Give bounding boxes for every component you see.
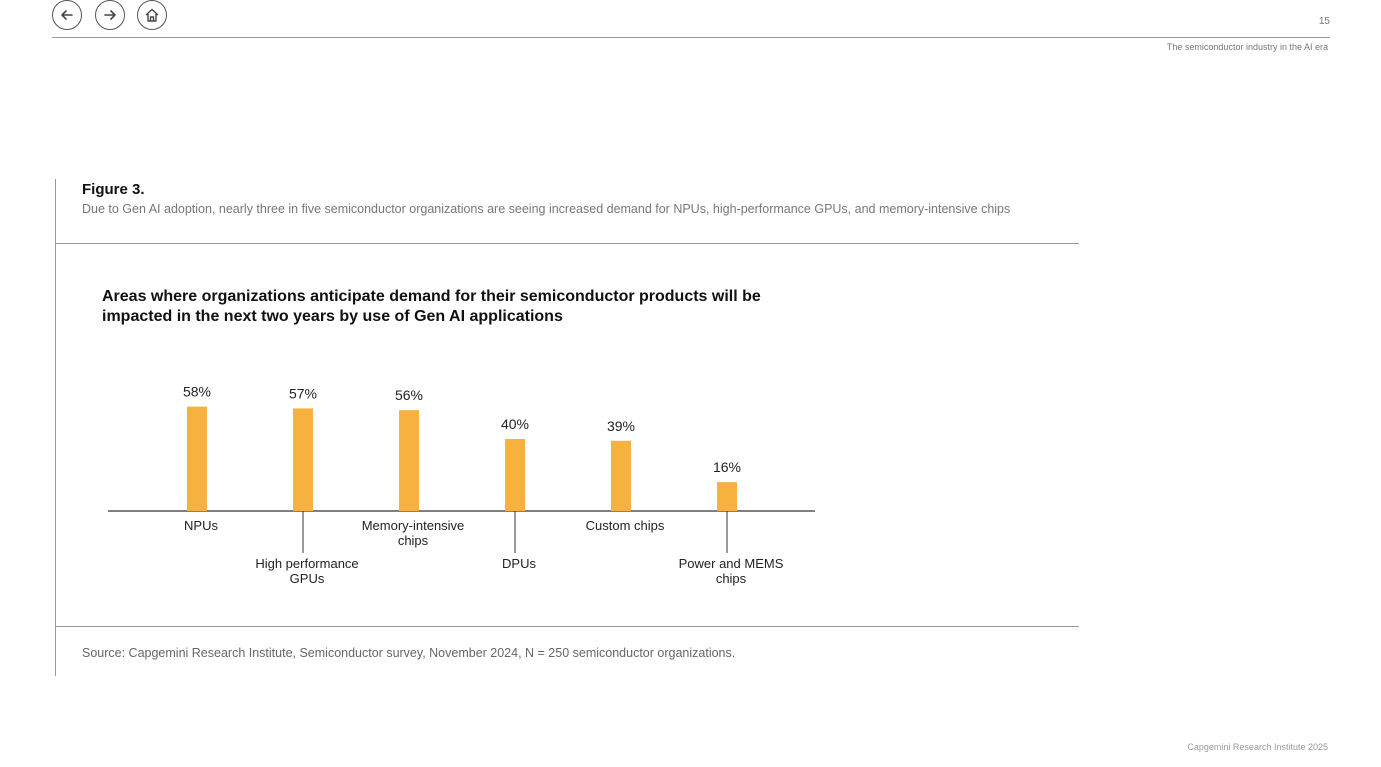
category-label: chips xyxy=(716,571,747,586)
home-button[interactable] xyxy=(137,0,167,30)
bar xyxy=(399,410,419,511)
figure-label: Figure 3. xyxy=(82,181,145,198)
home-icon xyxy=(145,8,159,22)
category-label: chips xyxy=(398,533,429,548)
category-label: High performance xyxy=(255,556,358,571)
chart-title: Areas where organizations anticipate dem… xyxy=(102,288,761,325)
data-label: 58% xyxy=(183,384,211,400)
header-title: The semiconductor industry in the AI era xyxy=(1166,42,1328,52)
category-label: DPUs xyxy=(502,556,536,571)
category-label: Memory-intensive xyxy=(362,518,465,533)
data-label: 57% xyxy=(289,385,317,401)
data-label: 40% xyxy=(501,416,529,432)
forward-button[interactable] xyxy=(95,0,125,30)
arrow-right-icon xyxy=(104,10,116,20)
data-label: 56% xyxy=(395,387,423,403)
back-button[interactable] xyxy=(52,0,82,30)
source-note: Source: Capgemini Research Institute, Se… xyxy=(82,646,736,660)
figure-caption: Due to Gen AI adoption, nearly three in … xyxy=(82,202,1011,216)
category-label: NPUs xyxy=(184,518,218,533)
category-label: Power and MEMS xyxy=(679,556,784,571)
data-label: 16% xyxy=(713,459,741,475)
figure-bottom-divider xyxy=(55,626,1079,627)
page-number: 15 xyxy=(1318,16,1330,27)
bar xyxy=(505,439,525,511)
bar xyxy=(187,406,207,511)
bar xyxy=(293,408,313,511)
arrow-left-icon xyxy=(61,10,73,20)
category-label: GPUs xyxy=(290,571,325,586)
data-label: 39% xyxy=(607,418,635,434)
bar xyxy=(611,440,631,511)
figure-top-divider xyxy=(55,243,1079,244)
footer-text: Capgemini Research Institute 2025 xyxy=(1187,742,1328,752)
bar xyxy=(717,482,737,511)
header-divider xyxy=(52,37,1330,38)
category-label: Custom chips xyxy=(586,518,665,533)
figure-left-rule xyxy=(55,179,56,676)
